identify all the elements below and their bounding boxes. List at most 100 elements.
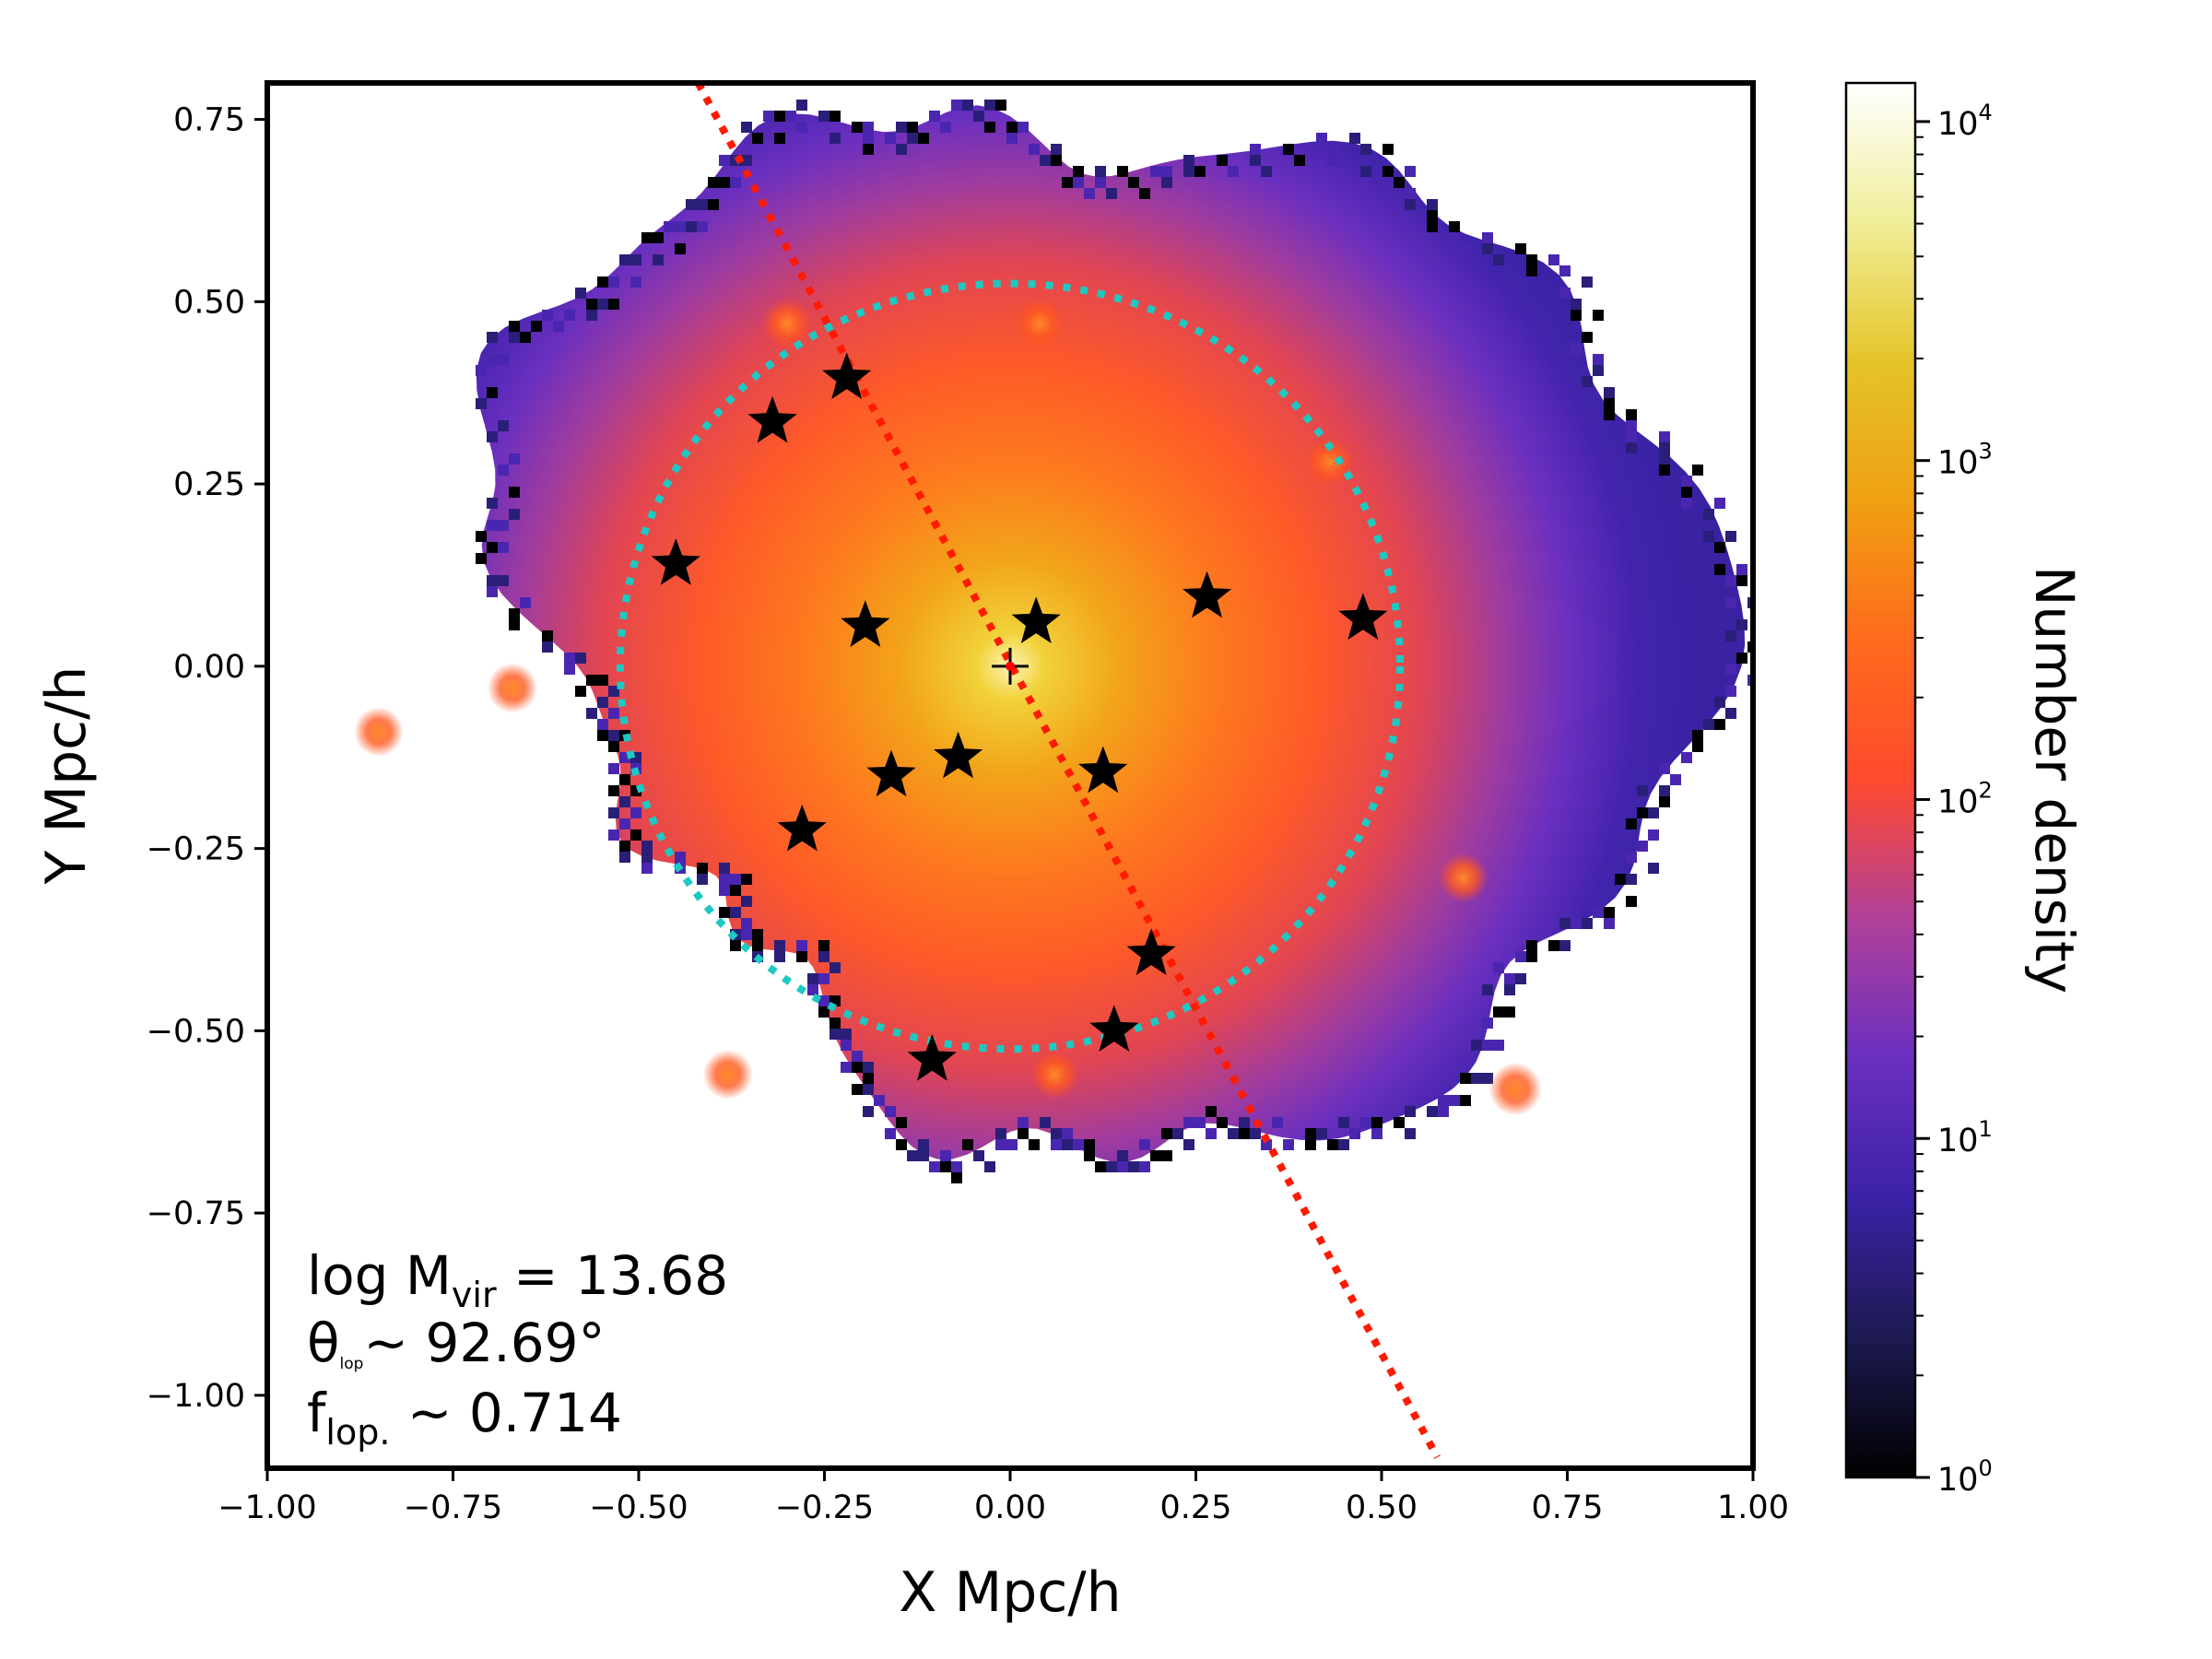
halo-edge-pixel — [564, 653, 575, 664]
halo-edge-pixel — [487, 332, 498, 343]
halo-edge-pixel — [641, 863, 653, 874]
halo-edge-pixel — [752, 929, 763, 940]
halo-edge-pixel — [907, 133, 918, 144]
x-tick-label: 1.00 — [1717, 1489, 1789, 1526]
halo-edge-pixel — [741, 918, 752, 929]
halo-edge-pixel — [719, 177, 730, 188]
halo-edge-pixel — [608, 299, 619, 310]
halo-edge-pixel — [586, 310, 597, 321]
halo-edge-pixel — [630, 807, 641, 818]
halo-edge-pixel — [1405, 1128, 1416, 1139]
halo-edge-pixel — [1593, 365, 1604, 376]
colorbar-ticks: 100 101 102 103 104 — [1915, 100, 1993, 1499]
halo-edge-pixel — [818, 973, 830, 984]
x-tick-label: 0.25 — [1160, 1489, 1232, 1526]
halo-edge-pixel — [575, 288, 586, 299]
halo-edge-pixel — [885, 1106, 896, 1117]
halo-edge-pixel — [1084, 188, 1095, 199]
halo-edge-pixel — [863, 1062, 874, 1073]
halo-edge-pixel — [1183, 1139, 1194, 1150]
halo-edge-pixel — [1438, 1106, 1449, 1117]
halo-edge-pixel — [896, 122, 907, 133]
halo-edge-pixel — [619, 774, 630, 785]
halo-edge-pixel — [1515, 951, 1526, 962]
halo-edge-pixel — [1615, 874, 1626, 885]
halo-edge-pixel — [1117, 1150, 1128, 1161]
halo-edge-pixel — [984, 100, 995, 111]
substructure-clump — [1304, 437, 1355, 488]
halo-edge-pixel — [1382, 144, 1394, 155]
halo-edge-pixel — [863, 1106, 874, 1117]
halo-edge-pixel — [1648, 830, 1659, 841]
halo-edge-pixel — [1460, 1073, 1471, 1084]
halo-edge-pixel — [730, 177, 741, 188]
y-tick-label: −0.50 — [147, 1013, 245, 1050]
density-halo — [476, 105, 1746, 1162]
halo-edge-pixel — [984, 122, 995, 133]
halo-edge-pixel — [1571, 918, 1582, 929]
halo-edge-pixel — [885, 133, 896, 144]
halo-edge-pixel — [1095, 177, 1106, 188]
satellite-star — [1126, 928, 1176, 975]
halo-edge-pixel — [1482, 1040, 1493, 1051]
substructure-clumps — [354, 298, 1542, 1116]
halo-edge-pixel — [896, 144, 907, 155]
substructure-clump — [354, 707, 404, 757]
halo-edge-pixel — [1062, 177, 1073, 188]
halo-edge-pixel — [608, 807, 619, 818]
halo-edge-pixel — [509, 487, 520, 498]
x-tick-label: 0.00 — [974, 1489, 1046, 1526]
halo-edge-pixel — [498, 354, 509, 365]
halo-edge-pixel — [1526, 951, 1537, 962]
halo-edge-pixel — [1637, 807, 1648, 818]
halo-edge-pixel — [1482, 243, 1493, 254]
x-tick-label: 0.75 — [1532, 1489, 1604, 1526]
halo-edge-pixel — [1703, 719, 1714, 730]
halo-edge-pixel — [1250, 144, 1261, 155]
x-tick-label: −0.75 — [404, 1489, 502, 1526]
halo-edge-pixel — [1714, 719, 1725, 730]
halo-edge-pixel — [1183, 166, 1194, 177]
halo-edge-pixel — [498, 420, 509, 431]
annotation-fraction: flop. ~ 0.714 — [307, 1382, 622, 1453]
halo-edge-pixel — [1062, 1128, 1073, 1139]
halo-edge-pixel — [630, 830, 641, 841]
halo-edge-pixel — [1073, 177, 1084, 188]
halo-edge-pixel — [487, 542, 498, 553]
y-tick-label: 0.25 — [173, 466, 245, 503]
halo-edge-pixel — [1040, 155, 1051, 166]
halo-edge-pixel — [1327, 1139, 1338, 1150]
halo-edge-pixel — [1593, 354, 1604, 365]
halo-edge-pixel — [1006, 122, 1018, 133]
halo-edge-pixel — [1217, 155, 1228, 166]
halo-edge-pixel — [1283, 144, 1294, 155]
halo-edge-pixel — [1438, 1095, 1449, 1106]
halo-edge-pixel — [1725, 664, 1736, 675]
halo-edge-pixel — [1471, 1073, 1482, 1084]
halo-edge-pixel — [1460, 1095, 1471, 1106]
halo-edge-pixel — [896, 1117, 907, 1128]
halo-edge-pixel — [830, 1018, 841, 1029]
halo-edge-pixel — [1725, 575, 1736, 586]
colorbar-tick-label: 103 — [1937, 439, 1993, 482]
halo-edge-pixel — [1073, 166, 1084, 177]
halo-edge-pixel — [962, 1139, 973, 1150]
halo-edge-pixel — [619, 818, 630, 830]
x-tick-label: −1.00 — [218, 1489, 316, 1526]
halo-edge-pixel — [1626, 896, 1637, 907]
substructure-clump — [702, 1049, 753, 1100]
halo-edge-pixel — [830, 962, 841, 973]
halo-edge-pixel — [1736, 564, 1747, 575]
halo-edge-pixel — [597, 276, 608, 288]
substructure-clump — [487, 663, 538, 713]
halo-edge-pixel — [1736, 619, 1747, 630]
halo-edge-pixel — [719, 885, 730, 896]
halo-edge-pixel — [730, 907, 741, 918]
plot-area: −1.00 −0.75 −0.50 −0.25 0.00 0.25 0.50 0.75 1.00… — [34, 80, 1789, 1625]
halo-edge-pixel — [929, 111, 940, 122]
halo-edge-pixel — [1371, 1117, 1382, 1128]
halo-edge-pixel — [608, 276, 619, 288]
halo-edge-pixel — [1427, 221, 1438, 232]
halo-edge-pixel — [1559, 918, 1571, 929]
y-axis-ticks: 0.75 0.50 0.25 0.00 −0.25 −0.50 −0.75 −1.00 — [147, 102, 267, 1415]
